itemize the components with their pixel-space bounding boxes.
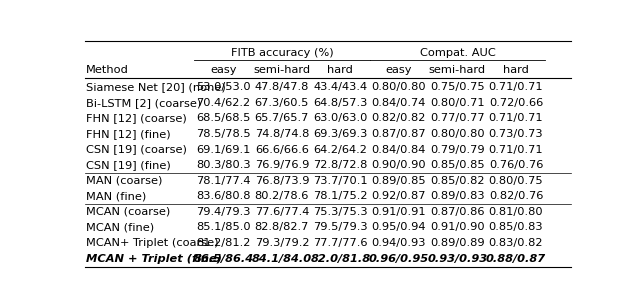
Text: 0.82/0.82: 0.82/0.82 [372, 113, 426, 123]
Text: 78.5/78.5: 78.5/78.5 [196, 129, 251, 139]
Text: 78.1/75.2: 78.1/75.2 [313, 191, 367, 201]
Text: 0.81/0.80: 0.81/0.80 [489, 207, 543, 217]
Text: 0.80/0.80: 0.80/0.80 [372, 82, 426, 92]
Text: 76.8/73.9: 76.8/73.9 [255, 176, 309, 186]
Text: FHN [12] (coarse): FHN [12] (coarse) [86, 113, 187, 123]
Text: 0.85/0.83: 0.85/0.83 [489, 222, 543, 233]
Text: 0.71/0.71: 0.71/0.71 [489, 113, 543, 123]
Text: 76.9/76.9: 76.9/76.9 [255, 160, 309, 170]
Text: 80.3/80.3: 80.3/80.3 [196, 160, 251, 170]
Text: 72.8/72.8: 72.8/72.8 [313, 160, 367, 170]
Text: 0.80/0.80: 0.80/0.80 [430, 129, 484, 139]
Text: Bi-LSTM [2] (coarse): Bi-LSTM [2] (coarse) [86, 98, 201, 108]
Text: easy: easy [210, 66, 237, 76]
Text: semi-hard: semi-hard [429, 66, 486, 76]
Text: 82.0/81.8: 82.0/81.8 [310, 254, 371, 264]
Text: 73.7/70.1: 73.7/70.1 [313, 176, 368, 186]
Text: 77.6/77.4: 77.6/77.4 [255, 207, 309, 217]
Text: 0.91/0.90: 0.91/0.90 [430, 222, 484, 233]
Text: 64.8/57.3: 64.8/57.3 [313, 98, 367, 108]
Text: CSN [19] (fine): CSN [19] (fine) [86, 160, 171, 170]
Text: 0.80/0.75: 0.80/0.75 [489, 176, 543, 186]
Text: 77.7/77.6: 77.7/77.6 [313, 238, 367, 248]
Text: 0.93/0.93: 0.93/0.93 [428, 254, 488, 264]
Text: 0.83/0.82: 0.83/0.82 [489, 238, 543, 248]
Text: 0.96/0.95: 0.96/0.95 [369, 254, 429, 264]
Text: 79.5/79.3: 79.5/79.3 [313, 222, 368, 233]
Text: 0.71/0.71: 0.71/0.71 [489, 144, 543, 154]
Text: 83.6/80.8: 83.6/80.8 [196, 191, 251, 201]
Text: 0.94/0.93: 0.94/0.93 [372, 238, 426, 248]
Text: easy: easy [386, 66, 412, 76]
Text: 0.73/0.73: 0.73/0.73 [489, 129, 543, 139]
Text: 69.3/69.3: 69.3/69.3 [313, 129, 367, 139]
Text: 70.4/62.2: 70.4/62.2 [196, 98, 250, 108]
Text: MCAN (fine): MCAN (fine) [86, 222, 154, 233]
Text: hard: hard [328, 66, 353, 76]
Text: 0.79/0.79: 0.79/0.79 [430, 144, 484, 154]
Text: 0.82/0.76: 0.82/0.76 [489, 191, 543, 201]
Text: 64.2/64.2: 64.2/64.2 [314, 144, 367, 154]
Text: 75.3/75.3: 75.3/75.3 [313, 207, 368, 217]
Text: 63.0/63.0: 63.0/63.0 [313, 113, 367, 123]
Text: Method: Method [86, 66, 129, 76]
Text: 81.2/81.2: 81.2/81.2 [196, 238, 250, 248]
Text: 68.5/68.5: 68.5/68.5 [196, 113, 250, 123]
Text: 0.71/0.71: 0.71/0.71 [489, 82, 543, 92]
Text: 0.90/0.90: 0.90/0.90 [372, 160, 426, 170]
Text: 0.84/0.84: 0.84/0.84 [372, 144, 426, 154]
Text: 0.80/0.71: 0.80/0.71 [430, 98, 484, 108]
Text: 65.7/65.7: 65.7/65.7 [255, 113, 309, 123]
Text: 0.85/0.82: 0.85/0.82 [430, 176, 484, 186]
Text: 0.92/0.87: 0.92/0.87 [372, 191, 426, 201]
Text: 69.1/69.1: 69.1/69.1 [196, 144, 250, 154]
Text: 67.3/60.5: 67.3/60.5 [255, 98, 309, 108]
Text: 82.8/82.7: 82.8/82.7 [255, 222, 309, 233]
Text: Siamese Net [20] (none): Siamese Net [20] (none) [86, 82, 226, 92]
Text: 0.91/0.91: 0.91/0.91 [372, 207, 426, 217]
Text: Compat. AUC: Compat. AUC [420, 48, 495, 58]
Text: semi-hard: semi-hard [253, 66, 310, 76]
Text: 0.89/0.85: 0.89/0.85 [372, 176, 426, 186]
Text: CSN [19] (coarse): CSN [19] (coarse) [86, 144, 187, 154]
Text: 0.75/0.75: 0.75/0.75 [430, 82, 484, 92]
Text: MCAN + Triplet (fine): MCAN + Triplet (fine) [86, 254, 222, 264]
Text: FHN [12] (fine): FHN [12] (fine) [86, 129, 171, 139]
Text: 43.4/43.4: 43.4/43.4 [314, 82, 367, 92]
Text: MCAN+ Triplet (coarse): MCAN+ Triplet (coarse) [86, 238, 218, 248]
Text: 79.3/79.2: 79.3/79.2 [255, 238, 309, 248]
Text: MAN (coarse): MAN (coarse) [86, 176, 163, 186]
Text: 0.76/0.76: 0.76/0.76 [489, 160, 543, 170]
Text: 0.88/0.87: 0.88/0.87 [486, 254, 546, 264]
Text: 85.1/85.0: 85.1/85.0 [196, 222, 251, 233]
Text: 0.89/0.89: 0.89/0.89 [430, 238, 484, 248]
Text: 79.4/79.3: 79.4/79.3 [196, 207, 251, 217]
Text: 78.1/77.4: 78.1/77.4 [196, 176, 251, 186]
Text: MCAN (coarse): MCAN (coarse) [86, 207, 170, 217]
Text: 0.87/0.86: 0.87/0.86 [430, 207, 484, 217]
Text: 66.6/66.6: 66.6/66.6 [255, 144, 309, 154]
Text: 84.1/84.0: 84.1/84.0 [252, 254, 312, 264]
Text: 53.0/53.0: 53.0/53.0 [196, 82, 251, 92]
Text: MAN (fine): MAN (fine) [86, 191, 146, 201]
Text: 0.85/0.85: 0.85/0.85 [430, 160, 484, 170]
Text: FITB accuracy (%): FITB accuracy (%) [230, 48, 333, 58]
Text: 80.2/78.6: 80.2/78.6 [255, 191, 309, 201]
Text: 74.8/74.8: 74.8/74.8 [255, 129, 309, 139]
Text: 0.87/0.87: 0.87/0.87 [372, 129, 426, 139]
Text: 0.84/0.74: 0.84/0.74 [372, 98, 426, 108]
Text: hard: hard [503, 66, 529, 76]
Text: 47.8/47.8: 47.8/47.8 [255, 82, 309, 92]
Text: 0.77/0.77: 0.77/0.77 [430, 113, 484, 123]
Text: 0.95/0.94: 0.95/0.94 [372, 222, 426, 233]
Text: 86.5/86.4: 86.5/86.4 [193, 254, 253, 264]
Text: 0.72/0.66: 0.72/0.66 [489, 98, 543, 108]
Text: 0.89/0.83: 0.89/0.83 [430, 191, 484, 201]
